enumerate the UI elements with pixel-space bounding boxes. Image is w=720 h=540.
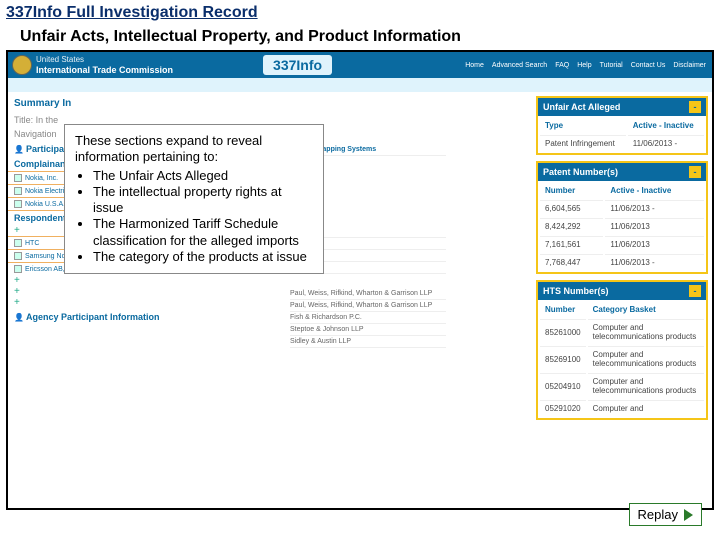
nav-contact[interactable]: Contact Us [631,62,666,69]
cell-number: 05204910 [540,373,586,398]
cell-number: 85269100 [540,346,586,371]
callout-bullet: The Unfair Acts Alleged [93,168,313,184]
cell-number: 6,604,565 [540,200,603,216]
nav-help[interactable]: Help [577,62,591,69]
sub-band [8,78,712,92]
org-line2: International Trade Commission [36,65,173,75]
table-row: 05204910Computer and telecommunications … [540,373,704,398]
collapse-icon[interactable]: - [689,166,701,178]
table-row: 85261000Computer and telecommunications … [540,319,704,344]
expand-icon[interactable]: + [8,275,288,286]
callout-intro: These sections expand to reveal informat… [75,133,262,164]
firm-cell: Sidley & Austin LLP [290,336,446,348]
table-row: 05291020Computer and [540,400,704,416]
cell-number: 7,768,447 [540,254,603,270]
table-row: 7,768,44711/06/2013 - [540,254,704,270]
complainant-name: Nokia U.S.A. [25,201,65,208]
replay-label: Replay [638,507,678,522]
cell-number: 05291020 [540,400,586,416]
top-nav: Home Advanced Search FAQ Help Tutorial C… [465,62,712,69]
firm-cell: Paul, Weiss, Rifkind, Wharton & Garrison… [290,300,446,312]
panel-hts-numbers: HTS Number(s) - NumberCategory Basket 85… [536,280,708,420]
table-row: 7,161,56111/06/2013 [540,236,704,252]
summary-heading: Summary In [8,94,288,113]
cell-category: Computer and telecommunications products [588,373,704,398]
table-row: 6,604,56511/06/2013 - [540,200,704,216]
cell-number: 85261000 [540,319,586,344]
callout-bullet: The Harmonized Tariff Schedule classific… [93,216,313,249]
nav-tutorial[interactable]: Tutorial [600,62,623,69]
nav-home[interactable]: Home [465,62,484,69]
hts-table: NumberCategory Basket 85261000Computer a… [538,300,706,418]
cell-number: 8,424,292 [540,218,603,234]
product-logo: 337Info [263,55,332,75]
col-number: Number [540,302,586,317]
bottom-strip [8,504,712,508]
col-type: Type [540,118,626,133]
expand-icon[interactable]: + [8,297,288,308]
page-subtitle: Unfair Acts, Intellectual Property, and … [0,26,720,50]
firm-cell: Fish & Richardson P.C. [290,312,446,324]
page-title: 337Info Full Investigation Record [0,0,720,26]
checkbox-icon[interactable] [14,200,22,208]
app-screenshot: United States International Trade Commis… [6,50,714,510]
col-active: Active - Inactive [628,118,704,133]
checkbox-icon[interactable] [14,252,22,260]
table-row: Patent Infringement11/06/2013 - [540,135,704,151]
collapse-icon[interactable]: - [689,101,701,113]
cell-number: 7,161,561 [540,236,603,252]
table-row: 85269100Computer and telecommunications … [540,346,704,371]
panel-title: HTS Number(s) [543,286,609,296]
callout-bullet: The intellectual property rights at issu… [93,184,313,217]
org-line1: United States [36,55,173,65]
panel-title: Patent Number(s) [543,167,618,177]
table-row: 8,424,29211/06/2013 [540,218,704,234]
checkbox-icon[interactable] [14,239,22,247]
nav-disclaimer[interactable]: Disclaimer [673,62,706,69]
panel-header[interactable]: Patent Number(s) - [538,163,706,181]
header-bar: United States International Trade Commis… [8,52,712,78]
org-name: United States International Trade Commis… [36,55,173,75]
nav-search[interactable]: Advanced Search [492,62,547,69]
cell-dates: 11/06/2013 - [628,135,704,151]
panel-patent-numbers: Patent Number(s) - NumberActive - Inacti… [536,161,708,274]
collapse-icon[interactable]: - [689,285,701,297]
checkbox-icon[interactable] [14,187,22,195]
col-active: Active - Inactive [605,183,704,198]
firm-cell: Steptoe & Johnson LLP [290,324,446,336]
cell-category: Computer and [588,400,704,416]
cell-dates: 11/06/2013 [605,236,704,252]
panel-title: Unfair Act Alleged [543,102,620,112]
complainant-name: Nokia, Inc. [25,175,58,182]
col-category: Category Basket [588,302,704,317]
firm-cell: Paul, Weiss, Rifkind, Wharton & Garrison… [290,288,446,300]
cell-type: Patent Infringement [540,135,626,151]
panel-header[interactable]: Unfair Act Alleged - [538,98,706,116]
right-panels: Unfair Act Alleged - TypeActive - Inacti… [536,96,708,426]
cell-dates: 11/06/2013 [605,218,704,234]
checkbox-icon[interactable] [14,174,22,182]
cell-category: Computer and telecommunications products [588,346,704,371]
cell-category: Computer and telecommunications products [588,319,704,344]
play-icon [684,509,693,521]
unfair-table: TypeActive - Inactive Patent Infringemen… [538,116,706,153]
col-number: Number [540,183,603,198]
cell-dates: 11/06/2013 - [605,254,704,270]
replay-button[interactable]: Replay [629,503,702,526]
callout-list: The Unfair Acts Alleged The intellectual… [75,168,313,266]
callout-bullet: The category of the products at issue [93,249,313,265]
agency-heading[interactable]: Agency Participant Information [8,308,288,326]
panel-unfair-act: Unfair Act Alleged - TypeActive - Inacti… [536,96,708,155]
respondent-name: HTC [25,240,39,247]
cell-dates: 11/06/2013 - [605,200,704,216]
patent-table: NumberActive - Inactive 6,604,56511/06/2… [538,181,706,272]
callout-box: These sections expand to reveal informat… [64,124,324,274]
panel-header[interactable]: HTS Number(s) - [538,282,706,300]
seal-icon [12,55,32,75]
expand-icon[interactable]: + [8,286,288,297]
nav-faq[interactable]: FAQ [555,62,569,69]
checkbox-icon[interactable] [14,265,22,273]
